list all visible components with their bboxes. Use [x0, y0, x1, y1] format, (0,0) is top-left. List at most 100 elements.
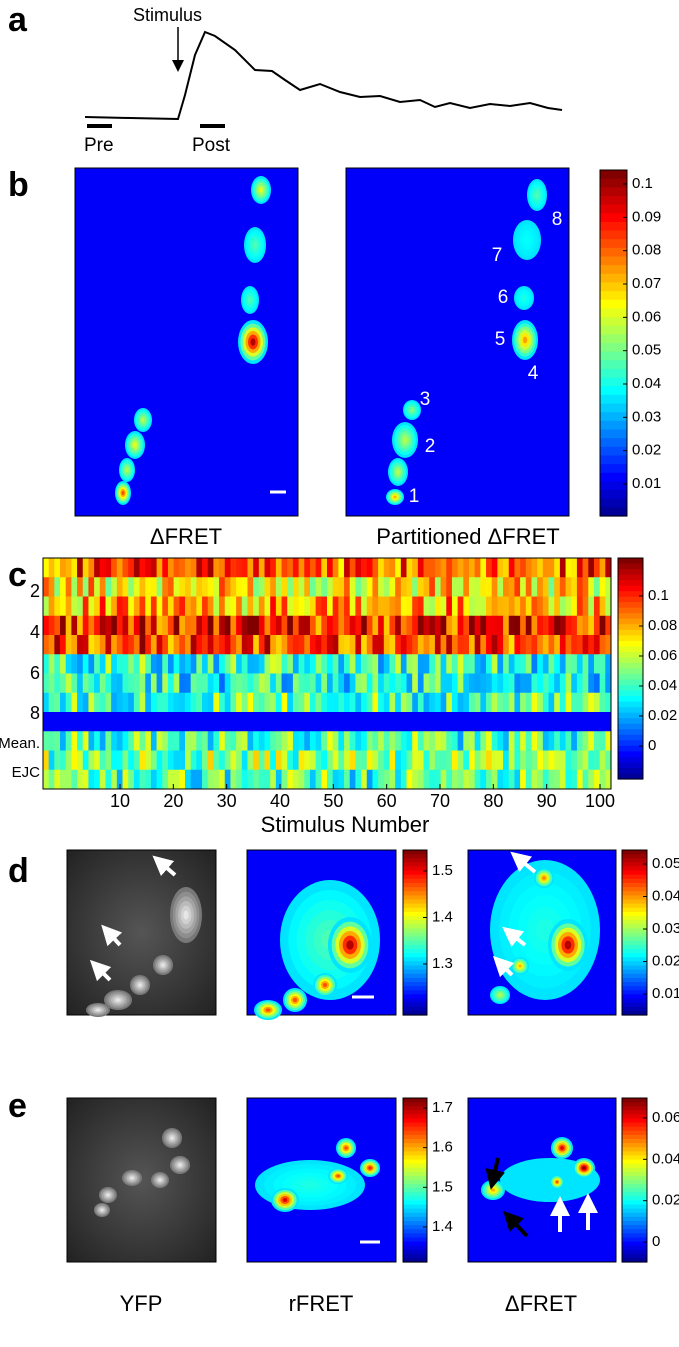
- colorbar-cell: [600, 247, 627, 258]
- heat-cell: [43, 635, 50, 655]
- heat-cell: [332, 769, 339, 790]
- tick-label: 0.1: [632, 175, 653, 192]
- colorbar-cell: [622, 1184, 647, 1189]
- heat-cell: [292, 577, 300, 597]
- y-tick-label: EJC: [12, 764, 41, 781]
- heat-cell: [236, 692, 243, 713]
- heat-cell: [525, 712, 532, 732]
- heat-cell: [128, 750, 135, 771]
- heat-cell: [531, 558, 538, 578]
- colorbar-cell: [403, 994, 427, 1000]
- heat-cell: [332, 654, 339, 674]
- heat-cell: [247, 692, 254, 713]
- colorbar-cell: [403, 1180, 427, 1185]
- heat-cell: [196, 731, 203, 751]
- x-tick-label: 100: [585, 791, 615, 811]
- heat-cell: [275, 615, 283, 636]
- colorbar-cell: [618, 596, 643, 603]
- heat-cell: [389, 769, 396, 790]
- heat-cell: [338, 769, 345, 790]
- heat-cell: [292, 615, 300, 636]
- heat-cell: [270, 615, 277, 636]
- heat-cell: [82, 615, 89, 636]
- heat-cell: [264, 615, 271, 636]
- heat-cell: [480, 615, 487, 636]
- heat-cell: [491, 577, 498, 597]
- heat-cell: [309, 769, 317, 790]
- region-label: 4: [528, 363, 539, 384]
- colorbar-cell: [622, 874, 647, 880]
- heat-cell: [389, 712, 396, 732]
- heat-cell: [389, 750, 396, 771]
- tick-label: 0.04: [632, 375, 661, 392]
- heat-cell: [253, 673, 260, 694]
- heat-cell: [474, 769, 481, 790]
- heat-cell: [241, 731, 248, 751]
- heat-cell: [327, 712, 334, 732]
- heat-cell: [480, 692, 487, 713]
- heat-cell: [491, 712, 498, 732]
- region-label: 8: [552, 209, 563, 230]
- heat-cell: [349, 577, 356, 597]
- heat-cell: [65, 654, 72, 674]
- heat-cell: [116, 577, 124, 597]
- colorbar-cell: [622, 883, 647, 888]
- heat-cell: [202, 750, 209, 771]
- heat-cell: [514, 712, 521, 732]
- heat-cell: [315, 615, 322, 636]
- heat-cell: [378, 750, 385, 771]
- heat-cell: [400, 596, 408, 617]
- heat-cell: [480, 731, 487, 751]
- heat-cell: [65, 635, 72, 655]
- heat-cell: [88, 558, 95, 578]
- heat-cell: [571, 712, 578, 732]
- colorbar-cell: [600, 265, 627, 275]
- colorbar-cell: [403, 1006, 427, 1012]
- heat-cell: [167, 692, 175, 713]
- colorbar-cell: [622, 1245, 647, 1251]
- heat-cell: [344, 615, 351, 636]
- blob: [555, 1180, 559, 1184]
- heat-cell: [383, 692, 390, 713]
- heat-cell: [99, 673, 106, 694]
- heat-cell: [94, 654, 101, 674]
- heat-cell: [355, 577, 362, 597]
- heat-cell: [77, 712, 84, 732]
- heat-cell: [88, 769, 95, 790]
- heat-cell: [383, 615, 390, 636]
- heat-cell: [145, 654, 152, 674]
- heat-cell: [497, 615, 504, 636]
- heat-cell: [457, 692, 464, 713]
- colorbar-cell: [600, 498, 627, 508]
- heat-cell: [264, 577, 271, 597]
- heat-cell: [548, 692, 555, 713]
- heat-cell: [576, 673, 584, 694]
- colorbar-cell: [600, 213, 627, 223]
- heat-cell: [43, 673, 50, 694]
- heat-cell: [298, 615, 305, 636]
- heat-cell: [105, 673, 112, 694]
- stimulus-label: Stimulus: [133, 5, 202, 25]
- heat-cell: [71, 750, 78, 771]
- heat-cell: [77, 577, 84, 597]
- heat-cell: [179, 635, 186, 655]
- heat-cell: [111, 635, 118, 655]
- heat-cell: [503, 654, 510, 674]
- blob: [524, 236, 530, 244]
- heat-cell: [167, 654, 175, 674]
- tick-label: 0.06: [652, 1109, 679, 1126]
- heat-cell: [434, 654, 442, 674]
- heat-cell: [99, 615, 106, 636]
- heat-cell: [537, 673, 544, 694]
- x-tick-label: 50: [323, 791, 343, 811]
- colorbar-cell: [618, 773, 643, 780]
- heat-cell: [576, 635, 584, 655]
- heat-cell: [446, 596, 453, 617]
- heat-cell: [554, 654, 561, 674]
- heat-cell: [406, 654, 413, 674]
- heat-cell: [366, 654, 373, 674]
- heat-cell: [128, 596, 135, 617]
- heat-cell: [281, 769, 288, 790]
- tick-label: 0.01: [652, 985, 679, 1002]
- colorbar-cell: [403, 973, 427, 979]
